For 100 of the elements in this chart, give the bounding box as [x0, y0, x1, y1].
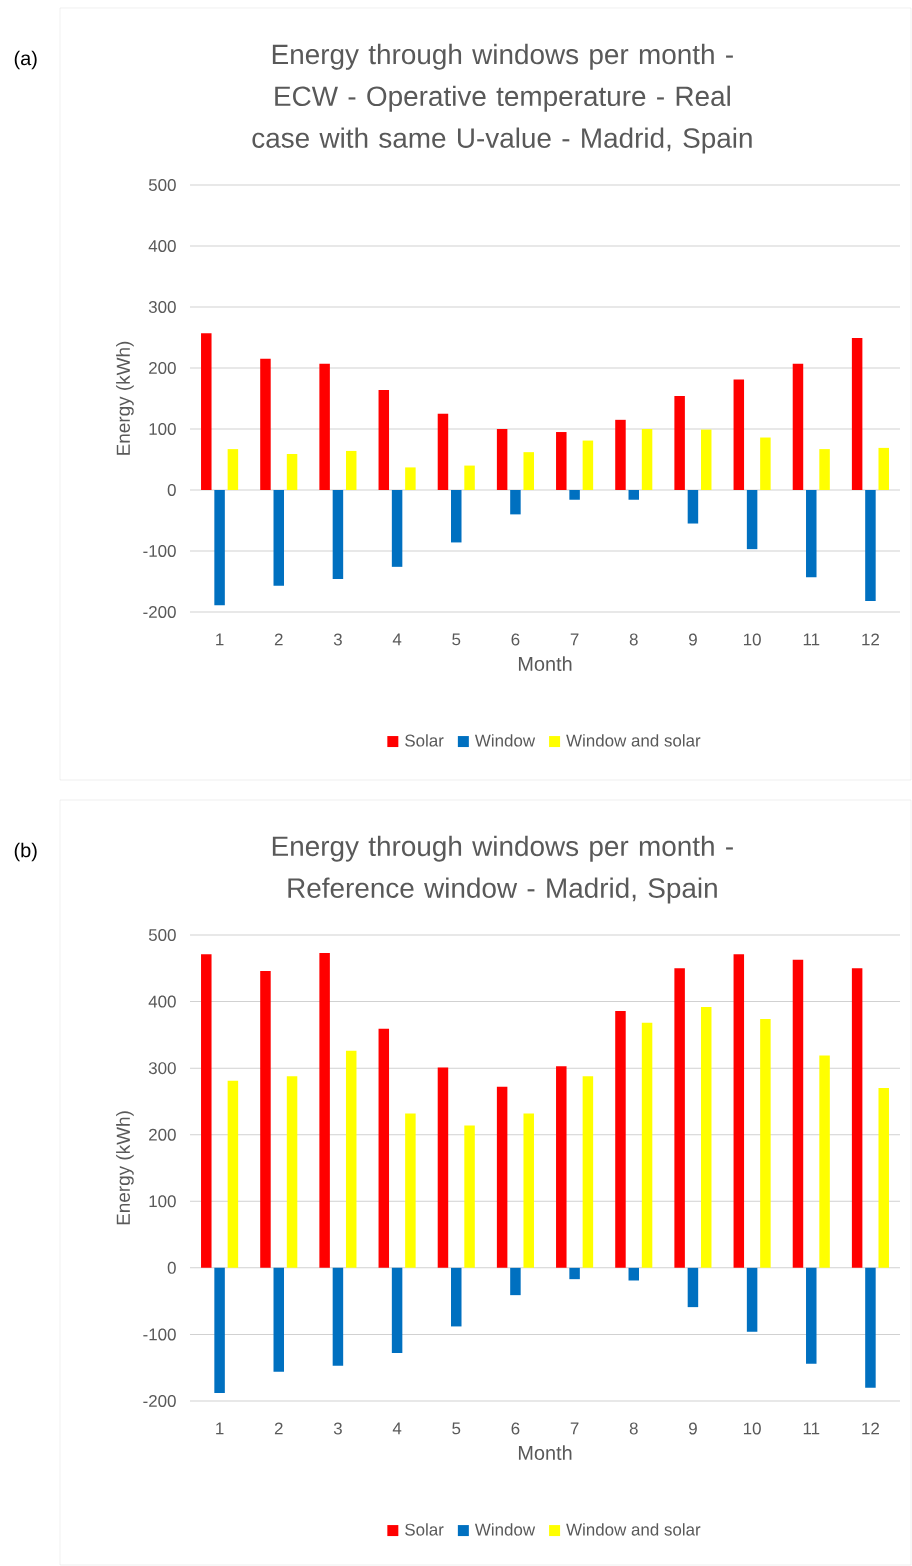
bar — [378, 389, 390, 490]
x-tick-label: 10 — [743, 1422, 761, 1435]
x-axis-title: Month — [518, 656, 572, 671]
bar — [556, 432, 567, 490]
x-tick-label: 6 — [511, 1422, 520, 1435]
bar — [510, 489, 521, 515]
y-tick-label: 500 — [148, 929, 176, 941]
bar — [391, 489, 403, 567]
y-tick-label: 300 — [148, 300, 176, 313]
y-tick-label: -200 — [143, 1395, 176, 1407]
bar — [319, 952, 330, 1268]
bar — [628, 1267, 640, 1281]
y-tick-label: -100 — [143, 1328, 176, 1341]
bar — [746, 1267, 758, 1332]
bar — [746, 489, 758, 550]
text: (b) — [14, 842, 37, 862]
bar — [733, 379, 745, 490]
bar — [700, 1006, 712, 1268]
y-tick-label: 200 — [149, 361, 176, 374]
y-tick-label: -100 — [143, 544, 176, 557]
legend-label: Window and solar — [566, 1523, 701, 1536]
bar — [760, 437, 771, 490]
bar — [582, 1076, 594, 1268]
bar — [273, 489, 285, 586]
bar — [687, 489, 699, 524]
x-tick-label: 2 — [274, 633, 283, 646]
x-tick-label: 1 — [216, 633, 224, 646]
x-axis-title: Month — [518, 1445, 572, 1460]
bar — [273, 1267, 285, 1372]
bar — [556, 1066, 567, 1268]
bar — [819, 1055, 830, 1268]
bar — [378, 1028, 390, 1268]
x-tick-label: 4 — [392, 1422, 402, 1435]
bar — [760, 1018, 771, 1268]
bar — [286, 1076, 298, 1268]
bar — [437, 1067, 449, 1268]
bar — [286, 453, 298, 490]
y-tick-label: 300 — [148, 1062, 176, 1075]
bar — [391, 1267, 403, 1354]
bar — [201, 954, 212, 1268]
x-tick-label: 8 — [629, 633, 638, 646]
bar — [496, 1086, 508, 1268]
bar — [405, 1113, 416, 1268]
bar — [227, 449, 239, 490]
bar — [214, 489, 225, 606]
bar — [615, 1010, 626, 1268]
bar — [451, 1267, 462, 1327]
text: (a) — [14, 50, 37, 70]
bar — [792, 959, 804, 1268]
y-tick-label: 200 — [149, 1128, 176, 1141]
bar — [641, 428, 653, 490]
y-tick-label: 400 — [148, 995, 176, 1008]
bar — [332, 1267, 344, 1366]
bar — [510, 1267, 521, 1296]
legend-label: Solar — [405, 734, 444, 747]
x-tick-label: 8 — [629, 1422, 638, 1435]
y-tick-label: 0 — [167, 483, 176, 496]
bar — [437, 413, 449, 490]
bar — [332, 489, 344, 580]
legend-label: Window and solar — [566, 734, 701, 747]
bar — [582, 440, 594, 490]
legend-label: Window — [474, 734, 536, 747]
chart-title: Energy through windows per month - ECW - Operative temperature - Real case with same U-value - Madrid, Spain — [252, 43, 752, 154]
x-tick-label: 11 — [803, 633, 820, 646]
x-tick-label: 12 — [862, 633, 879, 646]
bar — [674, 396, 685, 490]
bar — [806, 489, 817, 578]
bar — [878, 447, 889, 490]
bar — [345, 450, 357, 490]
x-tick-label: 3 — [333, 1422, 342, 1435]
bar — [319, 363, 330, 490]
x-tick-label: 6 — [511, 633, 520, 646]
y-axis-title: Energy (kWh) — [116, 341, 134, 455]
y-tick-label: 0 — [167, 1261, 176, 1274]
bar — [819, 449, 830, 490]
bar — [806, 1267, 817, 1364]
x-tick-label: 1 — [216, 1422, 224, 1435]
y-tick-label: 400 — [148, 239, 176, 252]
bar — [201, 333, 212, 490]
bar — [641, 1022, 653, 1268]
bar — [851, 338, 863, 490]
y-axis-title: Energy (kWh) — [116, 1111, 134, 1225]
x-tick-label: 7 — [570, 1422, 579, 1435]
bar — [851, 968, 863, 1268]
bar — [674, 968, 685, 1268]
x-tick-label: 9 — [689, 1422, 697, 1435]
bar — [405, 467, 416, 490]
x-tick-label: 4 — [392, 633, 402, 646]
bar — [865, 1267, 876, 1388]
bar — [260, 970, 271, 1268]
bar — [700, 429, 712, 490]
bar — [464, 1125, 475, 1268]
bar — [227, 1080, 239, 1268]
chart-title: Energy through windows per month - Reference window - Madrid, Spain — [272, 835, 733, 904]
bar — [464, 465, 475, 490]
x-tick-label: 3 — [333, 633, 342, 646]
legend-label: Solar — [405, 1523, 444, 1536]
bar — [792, 363, 804, 490]
x-tick-label: 7 — [570, 633, 579, 646]
x-tick-label: 2 — [274, 1422, 283, 1435]
